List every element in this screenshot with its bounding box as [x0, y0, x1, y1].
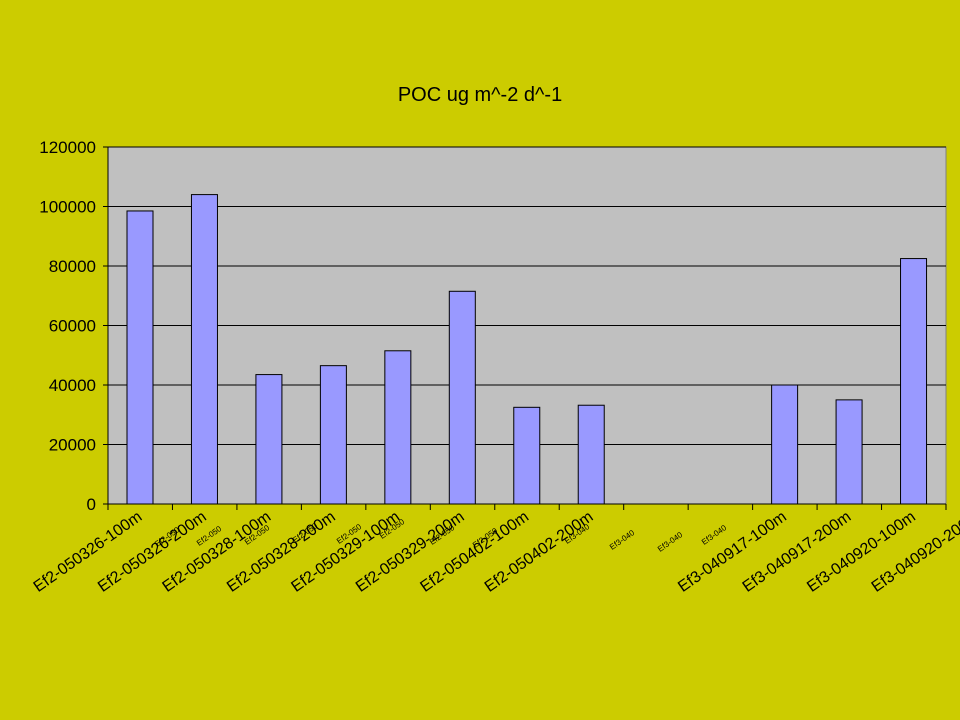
- small-x-label: Ef3-040: [608, 528, 637, 552]
- y-tick-label: 0: [87, 495, 96, 514]
- bar: [513, 406, 541, 505]
- x-tick-label: Ef2-050328-200m: [224, 508, 339, 595]
- chart-title: POC ug m^-2 d^-1: [398, 84, 562, 106]
- y-tick-label: 80000: [49, 257, 96, 276]
- x-tick-label: Ef2-050329-200m: [353, 508, 468, 595]
- y-tick-label: 60000: [49, 317, 96, 336]
- x-tick-label: Ef2-050328-100m: [160, 508, 275, 595]
- bar: [835, 399, 863, 505]
- y-tick-label: 120000: [39, 138, 96, 157]
- bars: [126, 194, 928, 505]
- bar: [448, 290, 476, 505]
- small-x-label: Ef3-040: [700, 523, 729, 547]
- x-tick-label: Ef2-050402-200m: [482, 508, 597, 595]
- x-tick-label: Ef3-040917-100m: [675, 508, 790, 595]
- x-axis-labels: Ef2-050326-100mEf2-050326-200mEf2-050328…: [31, 508, 960, 595]
- bar: [126, 210, 154, 505]
- x-tick-label: Ef2-050326-100m: [31, 508, 146, 595]
- y-tick-label: 40000: [49, 376, 96, 395]
- bar: [190, 194, 218, 505]
- bar: [319, 365, 347, 505]
- x-tick-label: Ef2-050326-200m: [95, 508, 210, 595]
- y-axis-ticks: 0 20000 40000 60000 80000 100000 120000: [39, 138, 108, 514]
- bar: [900, 258, 928, 505]
- x-tick-label: Ef2-050329-100m: [288, 508, 403, 595]
- bar: [577, 404, 605, 505]
- grid-lines: [108, 146, 946, 445]
- bar: [771, 384, 799, 505]
- y-tick-label: 100000: [39, 198, 96, 217]
- small-x-label: Ef3-040: [656, 530, 685, 554]
- x-tick-label: Ef2-050402-100m: [417, 508, 532, 595]
- bar: [384, 350, 412, 505]
- x-tick-label: Ef3-040917-200m: [740, 508, 855, 595]
- y-tick-label: 20000: [49, 436, 96, 455]
- bar: [255, 374, 283, 505]
- x-tick-label: Ef3-040920-100m: [804, 508, 919, 595]
